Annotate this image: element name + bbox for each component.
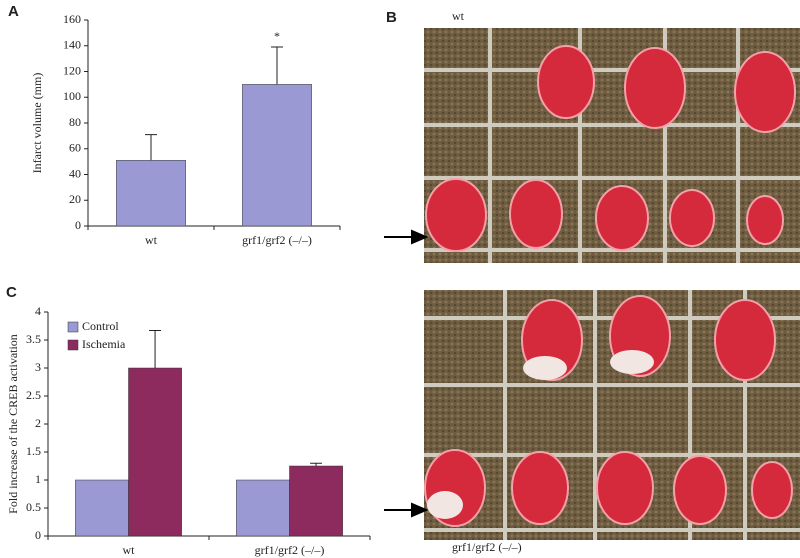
y-axis-label: Fold increase of the CREB activation bbox=[6, 334, 20, 514]
bar bbox=[236, 479, 290, 537]
x-tick-label: wt bbox=[145, 233, 158, 247]
y-tick-label: 0 bbox=[35, 528, 41, 542]
y-tick-label: 100 bbox=[63, 89, 81, 103]
legend-label: Ischemia bbox=[82, 337, 126, 351]
bar bbox=[128, 367, 182, 537]
legend-swatch bbox=[67, 321, 79, 333]
photo-wt bbox=[424, 28, 800, 263]
y-tick-label: 4 bbox=[35, 304, 41, 318]
bar bbox=[242, 84, 312, 227]
annotation: * bbox=[274, 29, 280, 43]
y-tick-label: 0.5 bbox=[26, 500, 41, 514]
error-bar bbox=[149, 329, 162, 368]
error-bar bbox=[145, 134, 157, 161]
panel-label: B bbox=[386, 9, 397, 26]
y-tick-label: 60 bbox=[69, 141, 81, 155]
panel-label: C bbox=[6, 284, 17, 301]
y-tick-label: 20 bbox=[69, 192, 81, 206]
y-tick-label: 120 bbox=[63, 63, 81, 77]
error-bar bbox=[310, 462, 323, 466]
y-tick-label: 0 bbox=[75, 218, 81, 232]
y-tick-label: 2.5 bbox=[26, 388, 41, 402]
error-bar bbox=[271, 46, 283, 85]
bar bbox=[116, 160, 186, 227]
photo-label: wt bbox=[452, 9, 465, 23]
y-tick-label: 140 bbox=[63, 38, 81, 52]
x-tick-label: wt bbox=[123, 543, 136, 557]
y-tick-label: 2 bbox=[35, 416, 41, 430]
legend-swatch bbox=[67, 339, 79, 351]
photo-grf bbox=[424, 290, 800, 540]
y-tick-label: 1.5 bbox=[26, 444, 41, 458]
y-tick-label: 1 bbox=[35, 472, 41, 486]
y-tick-label: 160 bbox=[63, 12, 81, 26]
arrows bbox=[384, 229, 429, 518]
bar bbox=[289, 465, 343, 537]
y-tick-label: 3 bbox=[35, 360, 41, 374]
panel-label: A bbox=[8, 3, 19, 20]
x-tick-label: grf1/grf2 (–/–) bbox=[255, 543, 325, 557]
photo-label: grf1/grf2 (–/–) bbox=[452, 540, 522, 554]
y-tick-label: 40 bbox=[69, 166, 81, 180]
y-axis-label: Infarct volume (mm) bbox=[30, 73, 44, 174]
y-tick-label: 80 bbox=[69, 115, 81, 129]
bar bbox=[75, 479, 129, 537]
x-tick-label: grf1/grf2 (–/–) bbox=[242, 233, 312, 247]
legend-label: Control bbox=[82, 319, 119, 333]
y-tick-label: 3.5 bbox=[26, 332, 41, 346]
